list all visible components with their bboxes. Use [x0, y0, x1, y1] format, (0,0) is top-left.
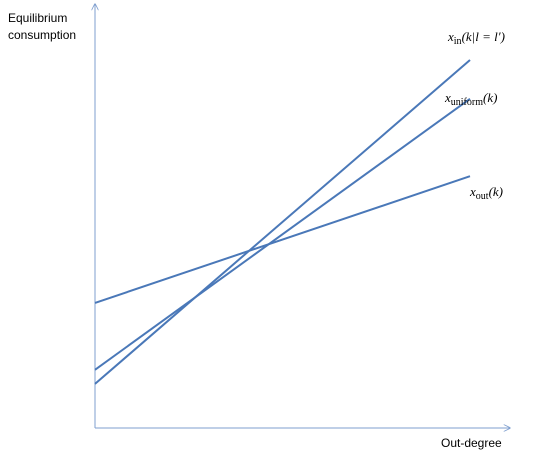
series-label-group: xin(k|l = l′)xuniform(k)xout(k)	[444, 29, 505, 202]
series-group	[94, 59, 471, 385]
series-label-argument: (k|l = l′)	[462, 29, 505, 44]
series-line-out	[94, 175, 471, 304]
series-label-subscript: in	[454, 36, 462, 47]
series-label-subscript: uniform	[451, 97, 483, 108]
series-label-subscript: out	[476, 191, 489, 202]
series-label-argument: (k)	[483, 90, 497, 105]
y-axis-title: Equilibrium consumption	[8, 11, 76, 42]
series-line-uniform	[94, 97, 471, 371]
y-axis-title-line-1: Equilibrium	[8, 11, 67, 25]
y-axis-title-line-2: consumption	[8, 28, 76, 42]
series-line-in	[94, 59, 471, 385]
series-label-out: xout(k)	[469, 184, 503, 202]
series-label-main: x	[469, 184, 476, 199]
x-axis-title: Out-degree	[441, 436, 502, 450]
series-label-in: xin(k|l = l′)	[447, 29, 505, 47]
series-label-uniform: xuniform(k)	[444, 90, 497, 108]
series-label-argument: (k)	[489, 184, 503, 199]
series-label-main: x	[447, 29, 454, 44]
series-label-main: x	[444, 90, 451, 105]
